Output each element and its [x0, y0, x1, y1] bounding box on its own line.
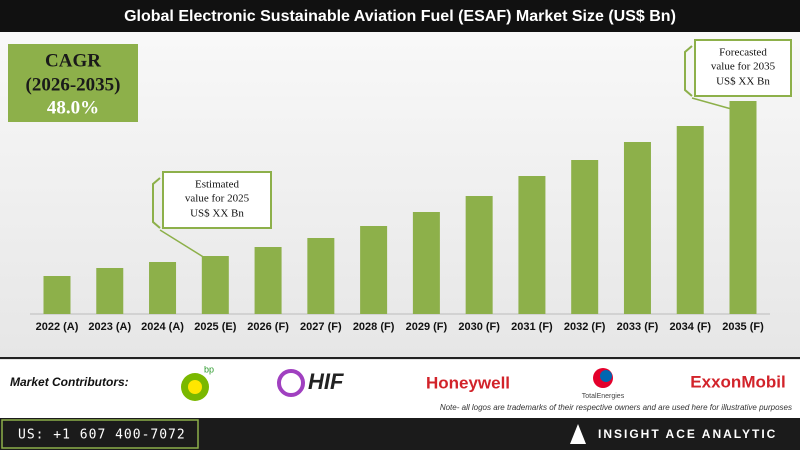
logo: Honeywell	[426, 373, 510, 392]
x-tick-label: 2022 (A)	[36, 321, 79, 333]
callout-line	[159, 229, 206, 259]
callout-line	[691, 97, 736, 111]
cagr-period: (2026-2035)	[26, 74, 121, 95]
bar	[518, 176, 546, 314]
x-tick-label: 2026 (F)	[247, 321, 289, 333]
x-tick-label: 2024 (A)	[141, 321, 184, 333]
x-tick-label: 2027 (F)	[300, 321, 342, 333]
callout-text: Forecasted	[719, 47, 767, 59]
phone: US: +1 607 400-7072	[18, 428, 186, 443]
x-tick-label: 2025 (E)	[194, 321, 237, 333]
cagr-label: CAGR	[45, 50, 101, 71]
callout-text: value for 2035	[711, 61, 776, 73]
logo-shape	[600, 370, 612, 382]
x-tick-label: 2028 (F)	[353, 321, 395, 333]
bar	[307, 238, 335, 314]
bar	[360, 226, 388, 314]
logo: HIF	[308, 369, 344, 394]
brand: INSIGHT ACE ANALYTIC	[598, 427, 777, 441]
bar	[96, 268, 124, 314]
note: Note- all logos are trademarks of their …	[440, 403, 792, 412]
logo: TotalEnergies	[582, 393, 625, 400]
bar	[729, 101, 757, 314]
bar	[149, 262, 177, 314]
chart-title: Global Electronic Sustainable Aviation F…	[124, 8, 676, 25]
bar	[465, 196, 493, 314]
callout-bracket	[684, 45, 693, 97]
logo-shape	[188, 380, 202, 394]
logo-shape	[277, 369, 305, 397]
footer	[0, 418, 800, 450]
contributors-panel	[0, 360, 800, 418]
cagr-value: 48.0%	[47, 97, 99, 118]
callout-box	[694, 39, 792, 97]
brand-icon	[570, 424, 586, 444]
phone-box	[1, 419, 199, 449]
bar	[571, 160, 599, 314]
bar	[676, 126, 704, 314]
bar	[254, 247, 282, 314]
x-tick-label: 2023 (A)	[88, 321, 131, 333]
x-tick-label: 2035 (F)	[722, 321, 764, 333]
callout-text: Estimated	[195, 179, 239, 191]
x-tick-label: 2034 (F)	[669, 321, 711, 333]
x-tick-label: 2030 (F)	[458, 321, 500, 333]
bar	[412, 212, 440, 314]
contributors-label: Market Contributors:	[10, 375, 129, 389]
x-tick-label: 2031 (F)	[511, 321, 553, 333]
callout-text: value for 2025	[185, 193, 250, 205]
x-tick-label: 2029 (F)	[406, 321, 448, 333]
logo: ExxonMobil	[690, 372, 785, 391]
callout-bracket	[152, 177, 161, 229]
bar	[201, 256, 229, 314]
title-bar	[0, 0, 800, 32]
callout-text: US$ XX Bn	[716, 76, 770, 88]
x-tick-label: 2033 (F)	[617, 321, 659, 333]
x-tick-label: 2032 (F)	[564, 321, 606, 333]
bar	[623, 142, 651, 314]
cagr-box	[8, 44, 138, 122]
callout-text: US$ XX Bn	[190, 208, 244, 220]
callout-box	[162, 171, 272, 229]
bar	[43, 276, 71, 314]
logo: bp	[204, 364, 214, 374]
